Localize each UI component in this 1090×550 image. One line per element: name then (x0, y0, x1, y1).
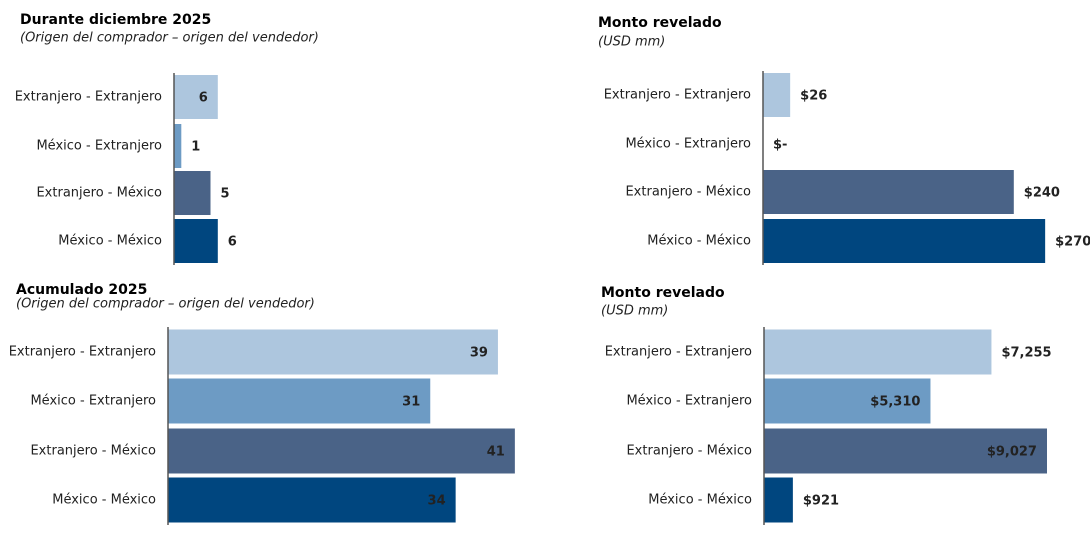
value-label: 31 (402, 395, 420, 410)
value-label: $240 (1024, 186, 1060, 201)
category-label: Extranjero - Extranjero (15, 90, 162, 105)
bar (174, 219, 218, 263)
value-label: 41 (487, 445, 505, 460)
bar (168, 428, 515, 474)
chart-subtitle: (Origen del comprador – origen del vende… (16, 297, 315, 312)
value-label: $9,027 (987, 445, 1037, 460)
bar (764, 428, 1047, 474)
bar (763, 219, 1046, 263)
bar (174, 124, 182, 168)
category-label: México - Extranjero (625, 137, 751, 152)
bar (764, 378, 931, 424)
chart-subtitle: (Origen del comprador – origen del vende… (20, 31, 319, 46)
chart-title: Monto revelado (598, 15, 722, 31)
category-label: México - Extranjero (626, 394, 752, 409)
value-label: $26 (800, 89, 827, 104)
value-label: 5 (221, 187, 230, 202)
value-label: 39 (470, 346, 488, 361)
value-label: 1 (191, 140, 200, 155)
bar (174, 171, 211, 215)
category-label: México - México (647, 234, 751, 249)
chart-title: Acumulado 2025 (16, 282, 147, 298)
value-label: 6 (228, 235, 237, 250)
value-label: $5,310 (870, 395, 920, 410)
value-label: $921 (803, 494, 839, 509)
chart-title: Monto revelado (601, 285, 725, 301)
chart-title: Durante diciembre 2025 (20, 12, 211, 28)
category-label: México - México (52, 493, 156, 508)
value-label: 6 (199, 91, 208, 106)
chart-subtitle: (USD mm) (598, 35, 665, 50)
value-label: $7,255 (1001, 346, 1051, 361)
bar (763, 170, 1014, 214)
category-label: Extranjero - Extranjero (9, 345, 156, 360)
bar (168, 477, 456, 523)
bar (764, 329, 992, 375)
category-label: Extranjero - Extranjero (604, 88, 751, 103)
category-label: México - México (58, 234, 162, 249)
bar (174, 75, 218, 119)
category-label: México - México (648, 493, 752, 508)
category-label: México - Extranjero (36, 139, 162, 154)
value-label: 34 (428, 494, 446, 509)
bar (763, 73, 791, 117)
chart-subtitle: (USD mm) (601, 304, 668, 319)
category-label: Extranjero - México (36, 186, 162, 201)
bar (168, 329, 498, 375)
bar (764, 477, 793, 523)
bar (168, 378, 431, 424)
category-label: Extranjero - México (625, 185, 751, 200)
category-label: Extranjero - Extranjero (605, 345, 752, 360)
value-label: $270 (1055, 235, 1090, 250)
category-label: Extranjero - México (30, 444, 156, 459)
value-label: $- (773, 138, 787, 153)
category-label: México - Extranjero (30, 394, 156, 409)
category-label: Extranjero - México (626, 444, 752, 459)
